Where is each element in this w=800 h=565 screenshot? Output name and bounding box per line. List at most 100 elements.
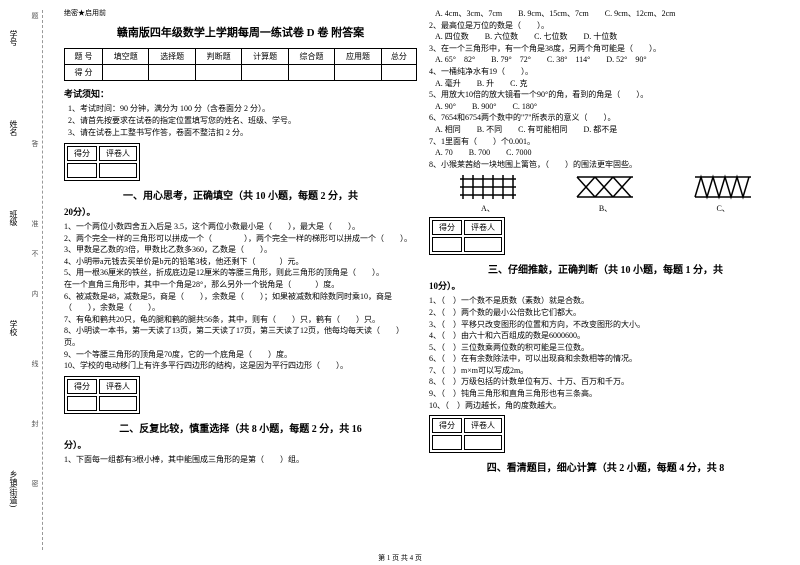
table-row: 题 号 填空题 选择题 判断题 计算题 综合题 应用题 总分: [65, 49, 417, 65]
rater-cell: 评卷人: [464, 418, 502, 433]
rater-cell: 评卷人: [99, 379, 137, 394]
score-cell[interactable]: [381, 65, 416, 81]
question: 3、（ ）平移只改变图形的位置和方向，不改变图形的大小。: [429, 319, 782, 331]
score-cell: 填空题: [103, 49, 149, 65]
rater-cell[interactable]: [99, 396, 137, 411]
question: 9、一个等腰三角形的顶角是70度，它的一个底角是（ ）度。: [64, 349, 417, 361]
question: 1、下面每一组都有3根小棒，其中能围成三角形的是第（ ）组。: [64, 454, 417, 466]
rater-cell[interactable]: [464, 435, 502, 450]
column-right: A. 4cm、3cm、7cm B. 9cm、15cm、7cm C. 9cm、12…: [423, 0, 788, 565]
question: 10、学校的电动移门上有许多平行四边形的结构，这是因为平行四边形（ ）。: [64, 360, 417, 372]
rater-cell: 评卷人: [464, 220, 502, 235]
margin-hint: 线: [30, 360, 40, 367]
score-cell: 题 号: [65, 49, 103, 65]
rater-cell: 得分: [67, 146, 97, 161]
rater-cell: 得分: [432, 220, 462, 235]
question: 4、一桶纯净水有19（ ）。: [429, 66, 782, 78]
margin-hint: 题: [30, 12, 40, 19]
rater-cell[interactable]: [99, 163, 137, 178]
choices: A. 90° B. 900° C. 180°: [435, 101, 782, 113]
score-cell: 选择题: [149, 49, 195, 65]
margin-label-class: 班级: [8, 210, 19, 226]
question: 5、用一根36厘米的铁丝，折成底边是12厘米的等腰三角形，则此三角形的顶角是（ …: [64, 267, 417, 279]
choices: A. 4cm、3cm、7cm B. 9cm、15cm、7cm C. 9cm、12…: [435, 8, 782, 20]
section3-heading: 三、仔细推敲，正确判断（共 10 小题，每题 1 分，共: [429, 261, 782, 276]
question: 9、（ ）钝角三角形和直角三角形也有三条高。: [429, 388, 782, 400]
pattern-b: B、: [575, 173, 635, 214]
margin-hint: 密: [30, 480, 40, 487]
page-footer: 第 1 页 共 4 页: [0, 553, 800, 563]
pattern-label: B、: [575, 203, 635, 214]
binding-margin: 学号 姓名 班级 学校 乡镇(街道) 题 答 准 不 内 线 封 密: [0, 0, 50, 565]
margin-hint: 封: [30, 420, 40, 427]
notice-heading: 考试须知：: [64, 87, 417, 100]
rater-cell: 得分: [432, 418, 462, 433]
score-cell[interactable]: [149, 65, 195, 81]
question: 6、（ ）在有余数除法中，可以出现商和余数相等的情况。: [429, 353, 782, 365]
score-cell[interactable]: [103, 65, 149, 81]
cross-pattern-icon: [575, 173, 635, 201]
section1-heading: 一、用心思考，正确填空（共 10 小题，每题 2 分，共: [64, 187, 417, 202]
rater-cell[interactable]: [432, 237, 462, 252]
rater-box: 得分评卷人: [64, 143, 140, 181]
question: 7、（ ）m×m可以写成2m。: [429, 365, 782, 377]
rater-cell[interactable]: [67, 396, 97, 411]
score-cell[interactable]: [335, 65, 381, 81]
secrecy-tag: 绝密★启用前: [64, 8, 417, 18]
question: 4、（ ）由六十和六百组成的数是6000600。: [429, 330, 782, 342]
fold-line: [42, 10, 43, 550]
question: 7、1里面有（ ）个0.001。: [429, 136, 782, 148]
question: 8、小明读一本书，第一天读了13页，第二天读了17页，第三天读了12页，他每均每…: [64, 325, 417, 348]
rater-cell[interactable]: [432, 435, 462, 450]
question: 6、7654和6754两个数中的"7"所表示的意义（ ）。: [429, 112, 782, 124]
exam-title: 赣南版四年级数学上学期每周一练试卷 D 卷 附答案: [64, 24, 417, 40]
notice-list: 1、考试时间：90 分钟，满分为 100 分（含卷面分 2 分）。 2、请首先按…: [68, 103, 417, 139]
score-cell[interactable]: [288, 65, 334, 81]
fence-patterns: A、 B、: [429, 173, 782, 214]
table-row: 得 分: [65, 65, 417, 81]
rater-cell[interactable]: [464, 237, 502, 252]
score-cell[interactable]: [242, 65, 288, 81]
question: 3、甲数是乙数的3倍，甲数比乙数多360，乙数是（ ）。: [64, 244, 417, 256]
rater-box: 得分评卷人: [429, 217, 505, 255]
question: 10、（ ）两边越长，角的度数越大。: [429, 400, 782, 412]
column-left: 绝密★启用前 赣南版四年级数学上学期每周一练试卷 D 卷 附答案 题 号 填空题…: [58, 0, 423, 565]
pattern-c: C、: [693, 173, 753, 214]
section1-questions: 1、一个两位小数四舍五入后是 3.5，这个两位小数最小是（ ），最大是（ ）。 …: [64, 221, 417, 372]
rater-cell: 评卷人: [99, 146, 137, 161]
choices: A. 四位数 B. 六位数 C. 七位数 D. 十位数: [435, 31, 782, 43]
question: 3、在一个三角形中，有一个角是38度，另两个角可能是（ ）。: [429, 43, 782, 55]
score-cell: 总分: [381, 49, 416, 65]
question: 2、两个完全一样的三角形可以拼成一个（ ），两个完全一样的梯形可以拼成一个（ ）…: [64, 233, 417, 245]
section1-heading2: 20分）。: [64, 205, 417, 218]
margin-hint: 准: [30, 220, 40, 227]
score-cell: 应用题: [335, 49, 381, 65]
score-table: 题 号 填空题 选择题 判断题 计算题 综合题 应用题 总分 得 分: [64, 48, 417, 81]
score-cell[interactable]: [195, 65, 241, 81]
choices: A. 相同 B. 不同 C. 有可能相同 D. 都不是: [435, 124, 782, 136]
notice-item: 1、考试时间：90 分钟，满分为 100 分（含卷面分 2 分）。: [68, 103, 417, 115]
margin-label-id: 学号: [8, 30, 19, 46]
zigzag-pattern-icon: [693, 173, 753, 201]
choices: A. 毫升 B. 升 C. 克: [435, 78, 782, 90]
section2-questions: 1、下面每一组都有3根小棒，其中能围成三角形的是第（ ）组。: [64, 454, 417, 466]
section3-heading2: 10分）。: [429, 279, 782, 292]
question: 1、（ ）一个数不是质数（素数）就是合数。: [429, 295, 782, 307]
rater-box: 得分评卷人: [429, 415, 505, 453]
margin-hint: 不: [30, 250, 40, 257]
section2-heading2: 分）。: [64, 438, 417, 451]
margin-hint: 内: [30, 290, 40, 297]
page-content: 绝密★启用前 赣南版四年级数学上学期每周一练试卷 D 卷 附答案 题 号 填空题…: [58, 0, 798, 565]
rater-cell[interactable]: [67, 163, 97, 178]
section3-questions: 1、（ ）一个数不是质数（素数）就是合数。 2、（ ）两个数的最小公倍数比它们都…: [429, 295, 782, 411]
margin-label-name: 姓名: [8, 120, 19, 136]
score-cell: 计算题: [242, 49, 288, 65]
question: 8、小猴莱茜给一块地围上篱笆，（ ）的围法更牢固些。: [429, 159, 782, 171]
question: 7、有龟和鹤共20只，龟的腿和鹤的腿共56条，其中，则有（ ）只，鹤有（ ）只。: [64, 314, 417, 326]
pattern-label: C、: [693, 203, 753, 214]
margin-label-town: 乡镇(街道): [8, 470, 19, 507]
question: 8、（ ）万级包括的计数单位有万、十万、百万和千万。: [429, 376, 782, 388]
section2-heading: 二、反复比较，慎重选择（共 8 小题，每题 2 分，共 16: [64, 420, 417, 435]
score-cell: 判断题: [195, 49, 241, 65]
pattern-a: A、: [458, 173, 518, 214]
